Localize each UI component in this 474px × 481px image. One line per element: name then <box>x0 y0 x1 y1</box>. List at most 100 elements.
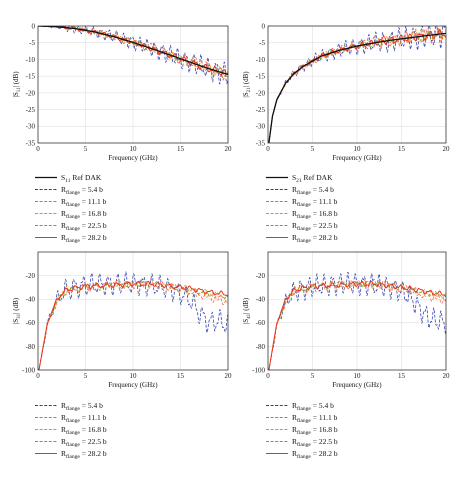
y-axis-label: |S31| (dB) <box>12 297 22 324</box>
y-axis-label: |S41| (dB) <box>242 297 252 324</box>
series-group <box>268 272 446 370</box>
plot-frame <box>267 251 447 371</box>
y-tick-label: -40 <box>26 296 36 304</box>
legend-label: Rflange = 5.4 b <box>292 185 334 196</box>
y-tick-label: -20 <box>26 89 36 97</box>
legend-label: Rflange = 22.5 b <box>61 437 107 448</box>
y-tick-label: -25 <box>256 106 266 114</box>
x-tick-label: 20 <box>443 145 451 153</box>
y-tick-label: -30 <box>256 123 266 131</box>
x-tick-label: 5 <box>311 372 315 380</box>
x-tick-label: 5 <box>311 145 315 153</box>
x-axis-label: Frequency (GHz) <box>108 381 158 389</box>
reference-line <box>38 26 228 76</box>
legend-label: Rflange = 5.4 b <box>292 401 334 412</box>
x-tick-label: 0 <box>36 372 40 380</box>
x-axis-label: Frequency (GHz) <box>108 154 158 162</box>
series-line-16-8-b <box>38 280 228 370</box>
x-tick-label: 15 <box>398 372 406 380</box>
series-line-11-1-b <box>268 28 446 143</box>
y-label-main: |S <box>242 92 250 97</box>
y-tick-label: -5 <box>259 39 265 47</box>
legend-label: Rflange = 11.1 b <box>61 413 107 424</box>
y-axis-label: |S11| (dB) <box>12 71 22 98</box>
legend-label: Rflange = 28.2 b <box>61 449 107 460</box>
legend-label: Rflange = 22.5 b <box>61 221 107 232</box>
plot-frame <box>37 251 229 371</box>
legend-label: Rflange = 11.1 b <box>61 197 107 208</box>
plot-frame <box>37 25 229 144</box>
y-tick-label: -25 <box>26 106 36 114</box>
y-axis-label: |S21| (dB) <box>242 71 252 98</box>
y-tick-label: -30 <box>26 123 36 131</box>
y-tick-label: -100 <box>22 366 35 374</box>
x-tick-label: 5 <box>84 145 88 153</box>
y-tick-label: -100 <box>252 366 265 374</box>
legend-label: Rflange = 16.8 b <box>61 425 107 436</box>
series-group <box>38 271 228 370</box>
y-tick-label: -10 <box>256 56 266 64</box>
y-tick-label: -20 <box>256 89 266 97</box>
y-tick-label: -35 <box>256 139 266 147</box>
plot-frame <box>267 25 447 144</box>
y-label-main: |S <box>12 92 20 97</box>
y-tick-label: -40 <box>256 296 266 304</box>
x-axis-label: Frequency (GHz) <box>332 154 382 162</box>
y-tick-label: -60 <box>256 319 266 327</box>
y-label-sub: 31 <box>17 313 22 319</box>
legend-label: Rflange = 5.4 b <box>61 401 103 412</box>
y-label-unit: | (dB) <box>12 297 20 314</box>
y-tick-label: -80 <box>26 343 36 351</box>
x-tick-label: 15 <box>177 372 185 380</box>
y-label-unit: | (dB) <box>12 71 20 88</box>
legend-label: Rflange = 16.8 b <box>292 209 338 220</box>
series-line-11-1-b <box>268 278 446 370</box>
series-line-5-4-b <box>268 272 446 370</box>
legend-label: Rflange = 5.4 b <box>61 185 103 196</box>
x-tick-label: 15 <box>398 145 406 153</box>
series-line-5-4-b <box>38 26 228 85</box>
y-tick-label: 0 <box>262 22 266 30</box>
legend-label: Rflange = 16.8 b <box>61 209 107 220</box>
y-tick-label: -20 <box>256 272 266 280</box>
y-label-sub: 21 <box>247 87 252 93</box>
legend-label: Rflange = 11.1 b <box>292 197 338 208</box>
y-label-main: |S <box>242 319 250 324</box>
x-tick-label: 0 <box>266 372 270 380</box>
x-tick-label: 0 <box>266 145 270 153</box>
series-line-28-2-b <box>268 280 446 370</box>
y-label-sub: 41 <box>247 313 252 319</box>
x-tick-label: 10 <box>354 372 362 380</box>
y-tick-label: -5 <box>29 39 35 47</box>
y-tick-label: -35 <box>26 139 36 147</box>
y-label-sub: 11 <box>17 87 22 92</box>
x-tick-label: 10 <box>130 372 138 380</box>
x-tick-label: 20 <box>443 372 451 380</box>
series-group <box>38 26 228 85</box>
legend-label: Rflange = 28.2 b <box>61 233 107 244</box>
x-tick-label: 20 <box>225 145 233 153</box>
legend-label: Rflange = 28.2 b <box>292 233 338 244</box>
x-tick-label: 0 <box>36 145 40 153</box>
x-tick-label: 15 <box>177 145 185 153</box>
legend-label: Rflange = 28.2 b <box>292 449 338 460</box>
y-tick-label: -80 <box>256 343 266 351</box>
y-tick-label: -10 <box>26 56 36 64</box>
x-tick-label: 20 <box>225 372 233 380</box>
legend-label: Rflange = 22.5 b <box>292 437 338 448</box>
legend-label-ref: S21 Ref DAK <box>292 173 333 184</box>
legend-label-ref: S11 Ref DAK <box>61 173 102 184</box>
chart-panel-4: 0 5 10 15 20 -20 -40 -60 -80 -100 Frequency (GHz) |… <box>242 251 451 460</box>
y-tick-label: -20 <box>26 272 36 280</box>
reference-line <box>268 32 446 143</box>
legend-label: Rflange = 16.8 b <box>292 425 338 436</box>
series-line-28-2-b <box>38 280 228 370</box>
legend-label: Rflange = 11.1 b <box>292 413 338 424</box>
chart-panel-3: 0 5 10 15 20 -20 -40 -60 -80 -100 Frequency (GHz) |… <box>12 251 233 460</box>
legend-label: Rflange = 22.5 b <box>292 221 338 232</box>
series-line-11-1-b <box>38 278 228 370</box>
